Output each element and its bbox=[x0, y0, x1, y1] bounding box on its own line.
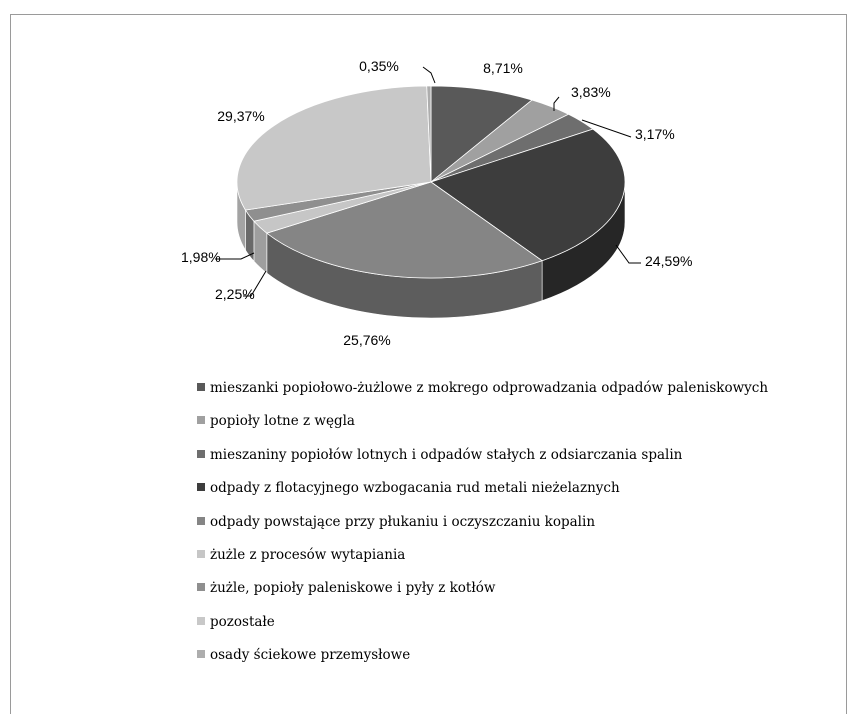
legend-item: żużle z procesów wytapiania bbox=[197, 545, 405, 565]
leader-line bbox=[553, 96, 560, 111]
legend-item: pozostałe bbox=[197, 612, 275, 632]
legend-label: odpady z flotacyjnego wzbogacania rud me… bbox=[210, 480, 620, 497]
leader-line bbox=[422, 66, 436, 84]
legend-label: mieszanki popiołowo-żużlowe z mokrego od… bbox=[210, 380, 769, 396]
data-label-popioly-lotne-z-wegla: 3,83% bbox=[571, 84, 611, 100]
legend-item: popioły lotne z węgla bbox=[197, 411, 355, 431]
data-label-mieszanki-popiolowo-zuzlowe-z-mokrego-od: 8,71% bbox=[483, 60, 523, 76]
legend-swatch bbox=[197, 583, 205, 592]
legend-swatch bbox=[197, 449, 205, 458]
pie-slice-osady-sciekowe-przemyslowe bbox=[426, 85, 432, 183]
legend-item: mieszaniny popiołów lotnych i odpadów st… bbox=[197, 445, 682, 465]
legend-label: popioły lotne z węgla bbox=[210, 413, 355, 430]
legend-swatch bbox=[197, 550, 205, 558]
data-label-odpady-z-flotacyjnego-wzbogacania-rud-me: 24,59% bbox=[645, 253, 692, 269]
chart-frame: 8,71% 3,83% 3,17% 24,59% 25,76% 2,25% 1,98% 29,… bbox=[10, 14, 847, 714]
data-label-zuzle-popioly-paleniskowe-i-pyly-z-kotlo: 1,98% bbox=[181, 249, 221, 265]
leader-line bbox=[615, 244, 641, 264]
data-label-osady-sciekowe-przemyslowe: 0,35% bbox=[359, 58, 399, 74]
legend-swatch bbox=[197, 416, 205, 425]
legend-label: odpady powstające przy płukaniu i oczysz… bbox=[210, 513, 596, 530]
legend-label: mieszaniny popiołów lotnych i odpadów st… bbox=[210, 446, 683, 463]
legend-item: osady ściekowe przemysłowe bbox=[197, 645, 410, 665]
data-label-mieszaniny-popiolow-lotnych-i-odpadow-st: 3,17% bbox=[635, 126, 675, 142]
leader-line bbox=[581, 119, 632, 138]
pie-slice-mieszanki-popiolowo-zuzlowe-z-mokrego-od bbox=[430, 85, 533, 183]
legend-label: pozostałe bbox=[210, 613, 275, 630]
pie-chart: 8,71% 3,83% 3,17% 24,59% 25,76% 2,25% 1,98% 29,… bbox=[181, 58, 692, 348]
leader-line bbox=[243, 270, 267, 297]
pie-slice-pozostale bbox=[236, 85, 432, 211]
legend-item: mieszanki popiołowo-żużlowe z mokrego od… bbox=[197, 378, 768, 398]
legend-item: żużle, popioły paleniskowe i pyły z kotł… bbox=[197, 578, 495, 598]
legend-label: żużle, popioły paleniskowe i pyły z kotł… bbox=[210, 580, 496, 597]
pie-slice-odpady-z-flotacyjnego-wzbogacania-rud-me bbox=[430, 128, 626, 262]
data-label-zuzle-z-procesow-wytapiania: 2,25% bbox=[215, 286, 255, 302]
legend-swatch bbox=[197, 616, 205, 625]
legend-item: odpady z flotacyjnego wzbogacania rud me… bbox=[197, 478, 620, 498]
legend-swatch bbox=[197, 650, 205, 659]
legend-swatch bbox=[197, 483, 205, 492]
leader-line bbox=[215, 252, 255, 260]
legend-item: odpady powstające przy płukaniu i oczysz… bbox=[197, 512, 595, 532]
data-label-pozostale: 29,37% bbox=[217, 108, 264, 124]
legend-label: żużle z procesów wytapiania bbox=[210, 547, 406, 563]
data-label-odpady-powstajace-przy-plukaniu-i-oczysz: 25,76% bbox=[343, 332, 390, 348]
pie-slice-odpady-powstajace-przy-plukaniu-i-oczysz bbox=[266, 181, 543, 279]
legend-swatch bbox=[197, 516, 205, 525]
legend-swatch bbox=[197, 383, 205, 391]
legend-label: osady ściekowe przemysłowe bbox=[210, 647, 411, 664]
